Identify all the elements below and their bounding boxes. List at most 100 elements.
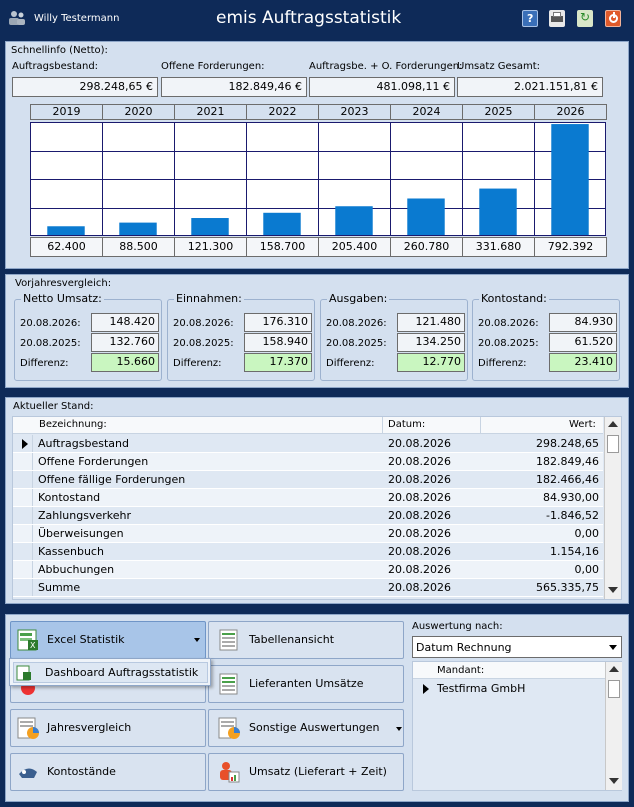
supplier-sales-button[interactable]: Lieferanten Umsätze <box>208 665 404 703</box>
table-row[interactable]: Summe 20.08.2026 565.335,75 <box>13 579 603 597</box>
row-date: 20.08.2026 <box>388 455 451 468</box>
chevron-down-icon <box>609 645 617 650</box>
scrollbar-thumb[interactable] <box>607 435 619 453</box>
current-value: 176.310 <box>244 313 312 332</box>
difference-label: Differenz: <box>478 358 527 369</box>
group-title: Ausgaben: <box>327 292 390 305</box>
group-title: Netto Umsatz: <box>21 292 104 305</box>
table-view-label: Tabellenansicht <box>249 633 335 646</box>
row-name: Überweisungen <box>38 527 124 540</box>
quickinfo-panel: Schnellinfo (Netto): Auftragsbestand: 29… <box>5 41 629 269</box>
app-title: emis Auftragsstatistik <box>216 8 402 28</box>
year-value-label: 158.700 <box>246 237 319 257</box>
excel-statistics-label: Excel Statistik <box>47 633 125 646</box>
table-row[interactable]: Kontostand 20.08.2026 84.930,00 <box>13 489 603 507</box>
row-value: -1.846,52 <box>546 509 599 522</box>
current-date-label: 20.08.2026: <box>326 318 387 329</box>
row-selector[interactable] <box>13 435 33 452</box>
sales-person-icon <box>220 762 240 783</box>
other-reports-label: Sonstige Auswertungen <box>249 721 380 734</box>
mandant-scrollbar[interactable] <box>605 662 622 790</box>
mandant-header-label[interactable]: Mandant: <box>437 665 485 676</box>
row-value: 298.248,65 <box>536 437 599 450</box>
menu-item-dashboard-label: Dashboard Auftragsstatistik <box>45 666 199 679</box>
excel-statistics-button[interactable]: X Excel Statistik <box>10 621 206 659</box>
row-selector[interactable] <box>13 471 33 488</box>
row-value: 182.466,46 <box>536 473 599 486</box>
col-date-header[interactable]: Datum: <box>388 419 426 430</box>
year-comparison-button[interactable]: Jahresvergleich <box>10 709 206 747</box>
accounts-icon <box>19 768 37 778</box>
year-value-label: 331.680 <box>462 237 535 257</box>
print-icon[interactable] <box>549 10 565 27</box>
comparison-panel: Vorjahresvergleich: Netto Umsatz: 20.08.… <box>5 274 629 388</box>
sales-by-delivery-label: Umsatz (Lieferart + Zeit) <box>249 765 387 778</box>
row-selector[interactable] <box>13 489 33 506</box>
excel-icon <box>16 665 31 681</box>
grid-scrollbar[interactable] <box>604 417 621 599</box>
row-selector[interactable] <box>13 579 33 596</box>
sales-by-delivery-button[interactable]: Umsatz (Lieferart + Zeit) <box>208 753 404 791</box>
status-grid: Bezeichnung: Datum: Wert: Auftragsbestan… <box>12 416 622 600</box>
table-row[interactable]: Zahlungsverkehr 20.08.2026 -1.846,52 <box>13 507 603 525</box>
yearly-sales-chart <box>30 122 606 236</box>
power-icon[interactable] <box>605 10 621 27</box>
table-row[interactable]: Abbuchungen 20.08.2026 0,00 <box>13 561 603 579</box>
previous-date-label: 20.08.2025: <box>173 338 234 349</box>
year-value-label: 88.500 <box>102 237 175 257</box>
row-value: 1.154,16 <box>550 545 599 558</box>
row-selector[interactable] <box>13 561 33 578</box>
comparison-group: Netto Umsatz: 20.08.2026: 148.420 20.08.… <box>14 292 162 381</box>
table-view-button[interactable]: Tabellenansicht <box>208 621 404 659</box>
row-selector[interactable] <box>13 453 33 470</box>
refresh-icon[interactable]: ↻ <box>577 10 593 27</box>
actions-panel: X Excel Statistik Tabellenansicht Liefer… <box>5 614 629 802</box>
year-value-label: 205.400 <box>318 237 391 257</box>
row-date: 20.08.2026 <box>388 545 451 558</box>
table-row[interactable]: Offene Forderungen 20.08.2026 182.849,46 <box>13 453 603 471</box>
table-row[interactable]: Offene fällige Forderungen 20.08.2026 18… <box>13 471 603 489</box>
evaluation-caption: Auswertung nach: <box>412 621 503 632</box>
comparison-group: Ausgaben: 20.08.2026: 121.480 20.08.2025… <box>320 292 468 381</box>
quickinfo-caption: Schnellinfo (Netto): <box>11 45 108 56</box>
row-name: Zahlungsverkehr <box>38 509 132 522</box>
comparison-group: Einnahmen: 20.08.2026: 176.310 20.08.202… <box>167 292 315 381</box>
mandant-row[interactable]: Testfirma GmbH <box>413 680 605 698</box>
supplier-sales-icon <box>219 673 238 695</box>
difference-value: 15.660 <box>91 353 159 372</box>
table-row[interactable]: Überweisungen 20.08.2026 0,00 <box>13 525 603 543</box>
chart-bar <box>191 218 229 235</box>
row-name: Offene Forderungen <box>38 455 149 468</box>
account-balances-button[interactable]: Kontostände <box>10 753 206 791</box>
row-selector[interactable] <box>13 525 33 542</box>
group-title: Kontostand: <box>479 292 549 305</box>
col-value-header[interactable]: Wert: <box>569 419 596 430</box>
row-date: 20.08.2026 <box>388 563 451 576</box>
other-reports-button[interactable]: Sonstige Auswertungen <box>208 709 404 747</box>
row-date: 20.08.2026 <box>388 437 451 450</box>
evaluation-selected: Datum Rechnung <box>416 641 512 654</box>
row-name: Summe <box>38 581 81 594</box>
grid-header: Bezeichnung: Datum: Wert: <box>13 417 603 434</box>
mandant-header: Mandant: <box>413 662 605 679</box>
total-sales-value: 2.021.151,81 € <box>457 77 603 97</box>
scroll-down-icon[interactable] <box>609 778 619 784</box>
scrollbar-thumb[interactable] <box>608 680 620 698</box>
scroll-down-icon[interactable] <box>608 587 618 593</box>
row-selector[interactable] <box>13 507 33 524</box>
scroll-up-icon[interactable] <box>609 666 619 672</box>
menu-item-dashboard[interactable]: Dashboard Auftragsstatistik <box>13 662 208 683</box>
previous-value: 158.940 <box>244 333 312 352</box>
table-row[interactable]: Auftragsbestand 20.08.2026 298.248,65 <box>13 435 603 453</box>
evaluation-select[interactable]: Datum Rechnung <box>412 636 622 658</box>
chevron-down-icon <box>194 638 200 642</box>
row-value: 182.849,46 <box>536 455 599 468</box>
col-name-header[interactable]: Bezeichnung: <box>39 419 107 430</box>
account-balances-label: Kontostände <box>47 765 116 778</box>
chart-value-labels: 62.400 88.500 121.300 158.700 205.400 260.780… <box>30 237 607 257</box>
table-row[interactable]: Kassenbuch 20.08.2026 1.154,16 <box>13 543 603 561</box>
help-icon[interactable]: ? <box>522 10 538 27</box>
row-selector[interactable] <box>13 543 33 560</box>
current-value: 121.480 <box>397 313 465 332</box>
scroll-up-icon[interactable] <box>608 421 618 427</box>
